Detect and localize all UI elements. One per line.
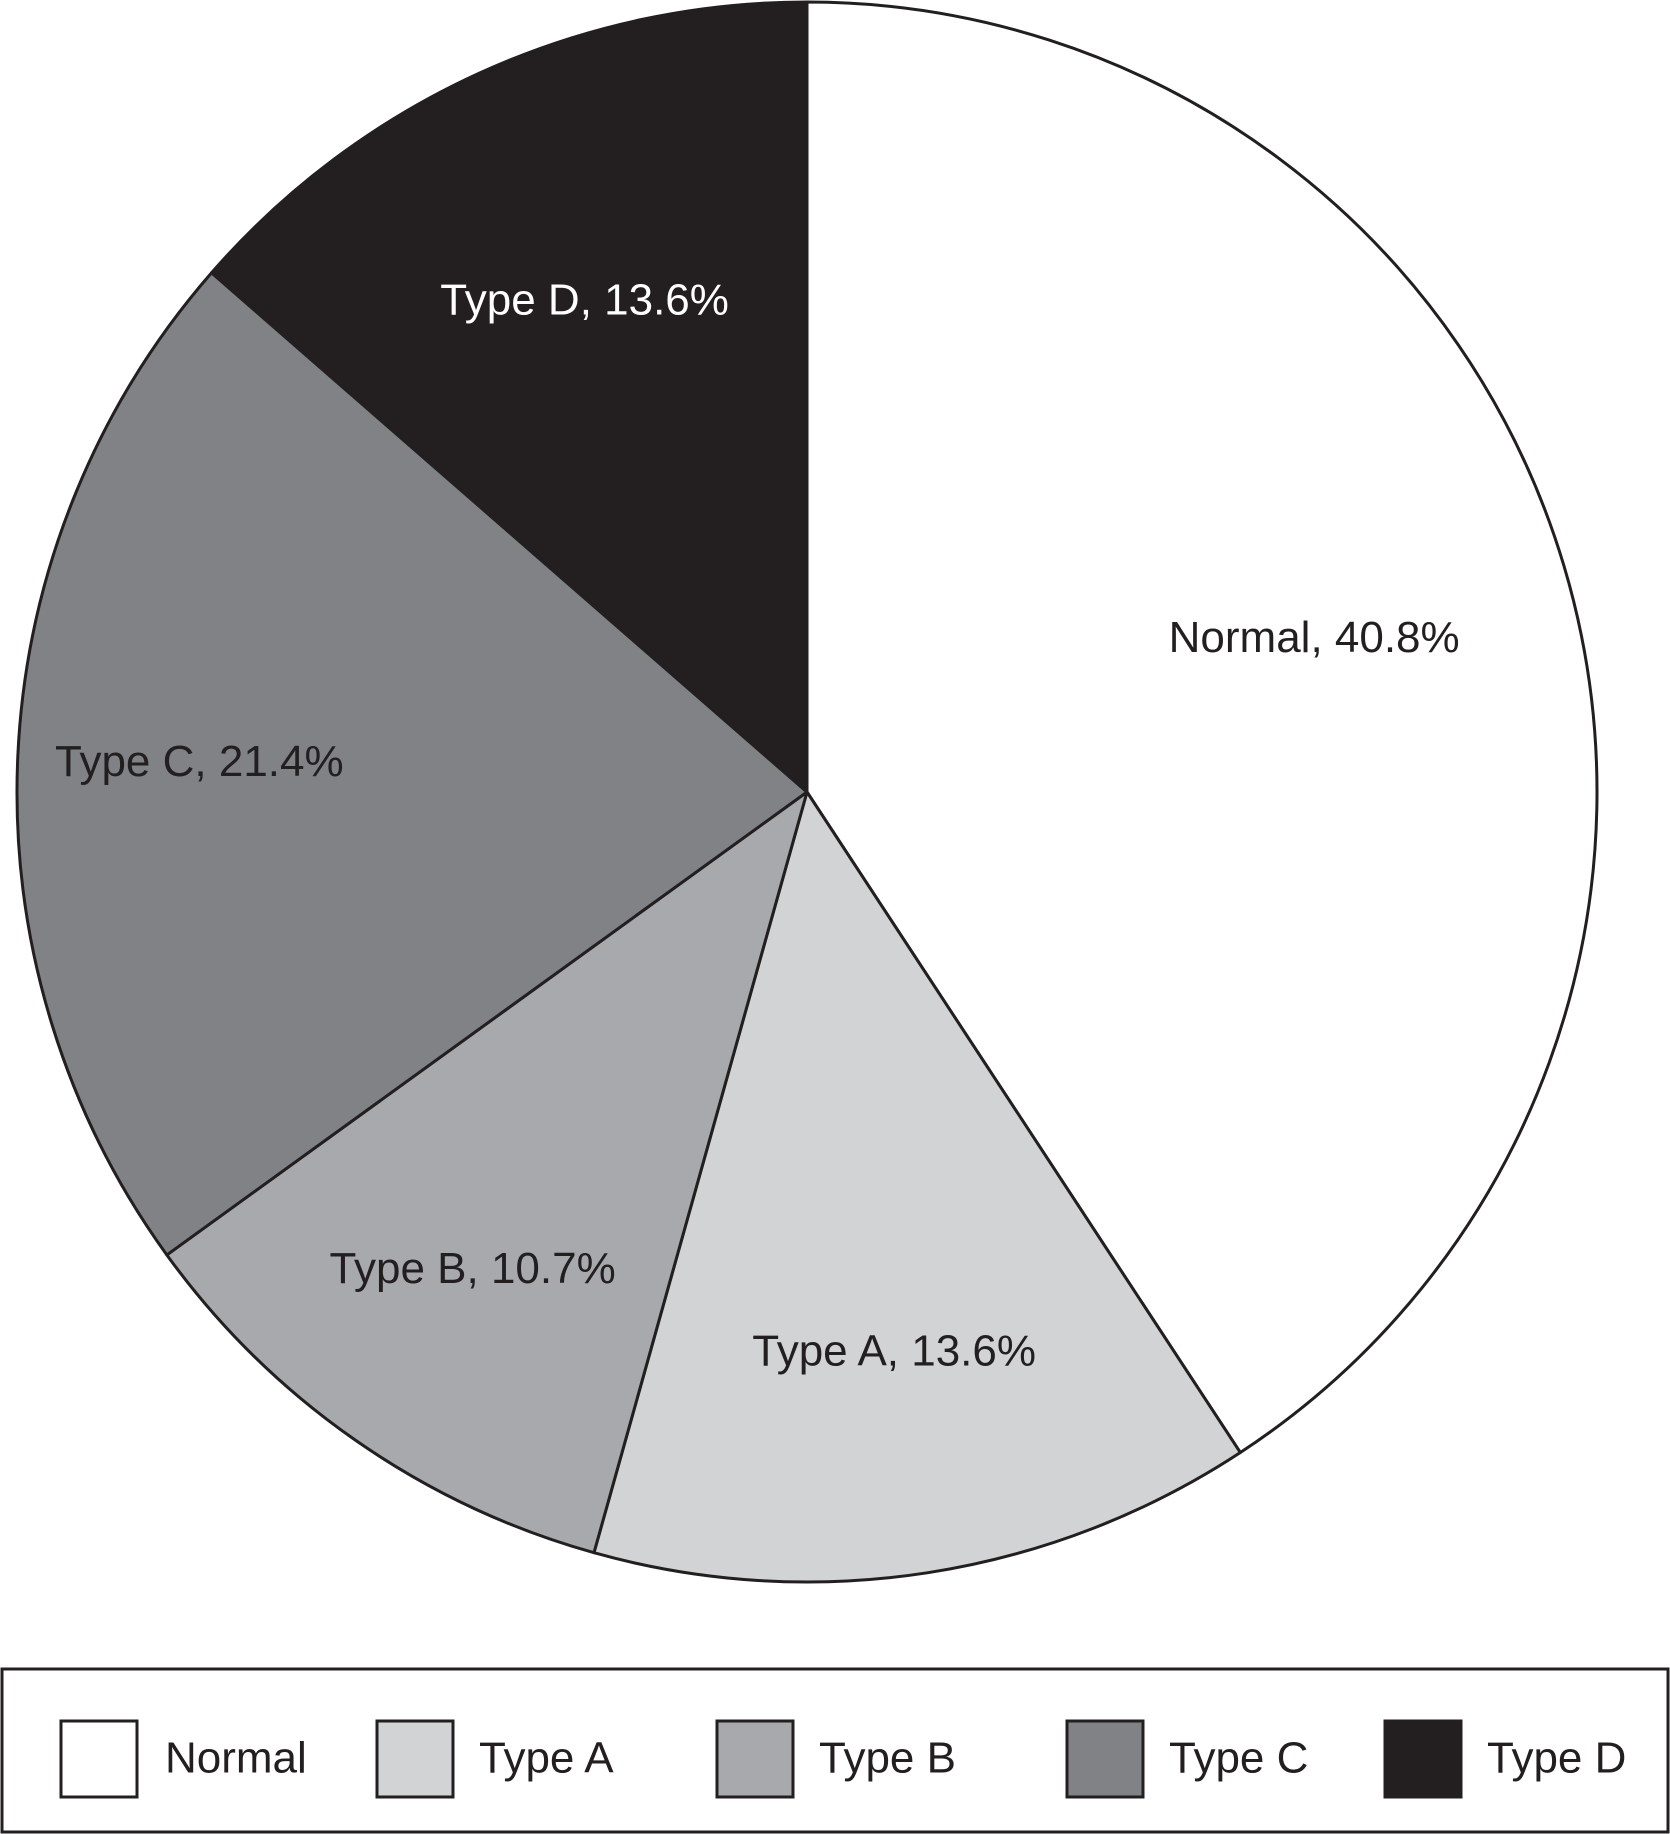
pie-slice-type-d [210, 0, 809, 794]
legend-label-normal: Normal [165, 1734, 307, 1783]
legend-swatch-type-b [715, 1719, 795, 1799]
pie-slice-normal [805, 0, 1599, 1455]
slice-label-normal: Normal, 40.8% [1169, 613, 1460, 662]
slice-label-type-a: Type A, 13.6% [752, 1327, 1036, 1376]
legend-swatch-type-c [1065, 1719, 1145, 1799]
pie-slice-type-b [165, 790, 809, 1555]
slice-label-type-b: Type B, 10.7% [330, 1244, 616, 1293]
legend-frame [0, 1667, 1670, 1834]
slice-label-type-d: Type D, 13.6% [440, 276, 729, 325]
pie-slice-type-a [592, 790, 1242, 1584]
legend-label-type-a: Type A [479, 1734, 614, 1783]
legend-label-type-b: Type B [819, 1734, 956, 1783]
legend-items: Normal Type A Type B Type C Type D [59, 1719, 1626, 1799]
pie-slice-type-c [15, 271, 809, 1257]
slice-label-type-c: Type C, 21.4% [55, 737, 344, 786]
legend-label-type-d: Type D [1487, 1734, 1626, 1783]
legend-label-type-c: Type C [1169, 1734, 1308, 1783]
legend-swatch-normal [59, 1719, 139, 1799]
pie-slices [15, 0, 1599, 1584]
legend-swatch-type-d [1383, 1719, 1463, 1799]
legend: Normal Type A Type B Type C Type D [0, 1667, 1670, 1834]
legend-swatch-type-a [375, 1719, 455, 1799]
pie-slice-labels: Normal, 40.8% Type A, 13.6% Type B, 10.7% T… [55, 276, 1460, 1376]
